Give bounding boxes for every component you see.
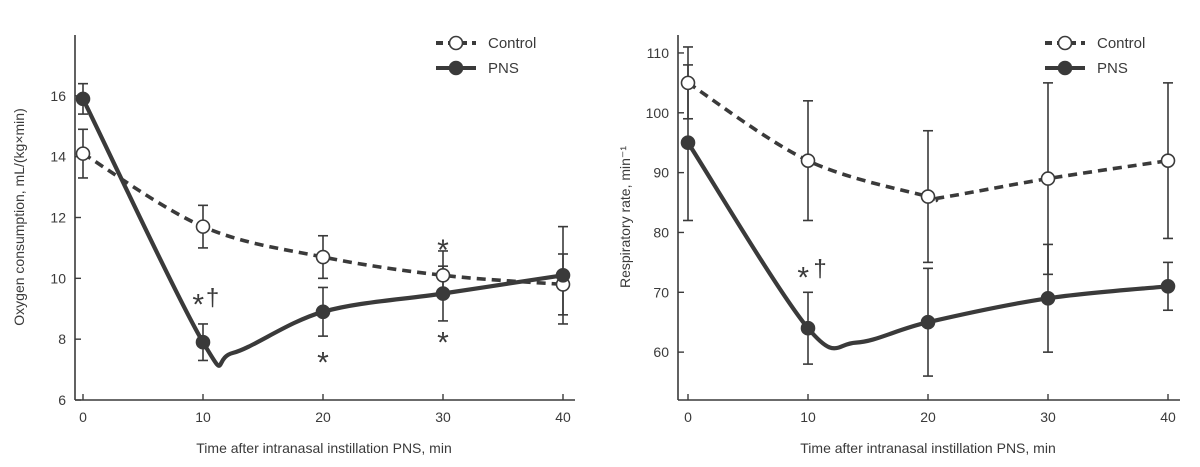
y-tick-label: 60 [653,344,669,360]
series-control-point [75,146,91,161]
series-pns-point [800,320,816,336]
legend-control-marker [448,35,464,51]
series-pns-point [1160,279,1176,294]
y-axis-label: Oxygen consumption, mL/(kg×min) [11,108,27,325]
legend: Control PNS [1045,35,1145,77]
asterisk-annotation: * [317,346,329,379]
plot-area [680,46,1176,377]
annotations: * † [797,256,826,295]
series-control-point [195,219,211,234]
series-control-point [800,153,816,168]
series-control-point [920,189,936,204]
y-tick-label: 80 [653,224,669,240]
asterisk-annotation: * [437,234,449,267]
legend: Control PNS [436,35,536,77]
x-tick-label: 10 [800,409,816,425]
x-axis-label: Time after intranasal instillation PNS, … [196,440,451,456]
y-tick-label: 110 [647,45,670,61]
series-control-point [1040,171,1056,186]
asterisk-annotation: * [797,262,809,295]
legend-control-marker [1057,35,1073,51]
y-tick-label: 6 [58,392,66,408]
series-control-point [1160,153,1176,168]
dagger-annotation: † [813,256,826,283]
y-tick-label: 14 [50,149,66,165]
y-tick-label: 70 [653,284,669,300]
x-axis-label: Time after intranasal instillation PNS, … [800,440,1055,456]
series-pns-line [686,141,1169,351]
plot-area [75,82,571,368]
legend-pns-label: PNS [488,60,519,77]
y-tick-label: 10 [50,270,66,286]
y-axis-label: Respiratory rate, min⁻¹ [617,146,633,288]
dagger-annotation: † [206,285,219,312]
legend-control-label: Control [488,35,536,52]
series-pns-point [75,91,91,107]
series-pns-point [315,304,331,320]
series-pns-point [435,286,451,301]
series-pns-line [81,97,564,368]
x-tick-label: 10 [195,409,211,425]
series-pns-point [195,334,211,350]
x-tick-label: 0 [79,409,87,425]
series-control-point [680,75,696,91]
x-tick-label: 30 [435,409,451,425]
x-tick-label: 40 [555,409,571,425]
series-control-line [82,152,564,287]
y-tick-label: 8 [58,331,66,347]
series-pns-point [555,267,571,283]
respiratory-rate-chart: 0 10 20 30 40 60 70 80 90 100 110 * † Time after in… [617,35,1180,456]
x-tick-label: 30 [1040,409,1056,425]
y-tick-label: 100 [646,105,670,121]
annotations: * †*** [192,234,449,380]
y-tick-label: 12 [50,210,66,226]
legend-pns-marker [1057,60,1073,76]
x-tick-label: 20 [315,409,331,425]
series-pns-point [680,135,696,151]
series-control-line [687,81,1169,203]
series-pns-point [920,314,936,330]
series-pns-point [1040,290,1056,306]
axis-ticks: 0 10 20 30 40 6 8 10 12 14 16 [50,88,571,425]
axis-ticks: 0 10 20 30 40 60 70 80 90 100 110 [646,45,1176,425]
legend-pns-marker [448,60,464,76]
x-tick-label: 40 [1160,409,1176,425]
asterisk-annotation: * [437,327,449,360]
y-tick-label: 16 [50,88,66,104]
x-tick-label: 0 [684,409,692,425]
y-tick-label: 90 [653,165,669,181]
x-tick-label: 20 [920,409,936,425]
legend-pns-label: PNS [1097,60,1128,77]
series-control-point [315,249,331,265]
asterisk-annotation: * [192,289,204,322]
series-control-point [435,267,451,283]
legend-control-label: Control [1097,35,1145,52]
